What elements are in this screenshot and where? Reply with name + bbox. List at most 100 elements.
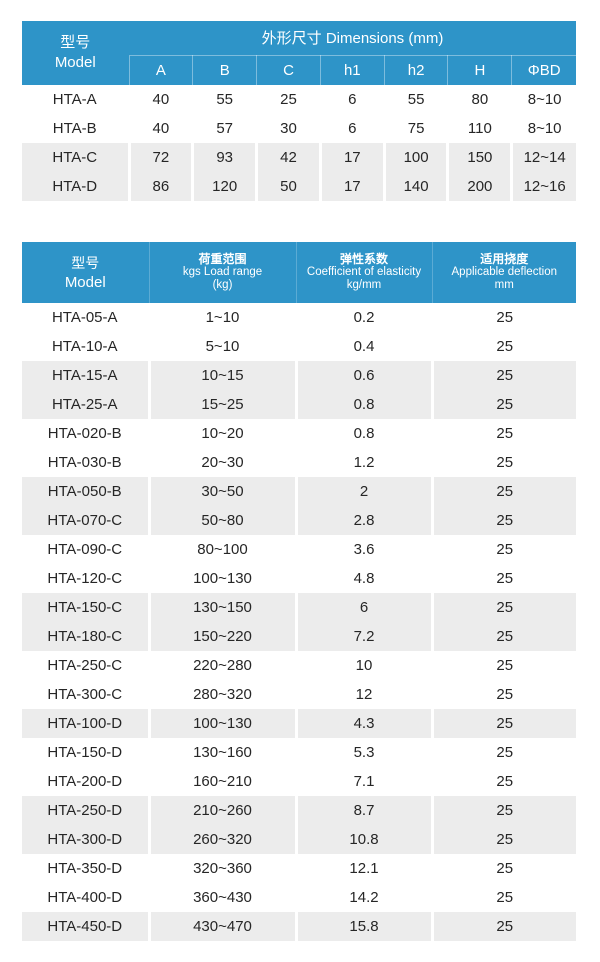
cell-deflection: 25 [430, 767, 576, 796]
cell-coefficient: 7.1 [294, 767, 432, 796]
deflection-label-en: Applicable deflection [451, 266, 558, 278]
cell-coefficient: 8.7 [294, 796, 432, 825]
col-header-phibd: ΦBD [511, 55, 576, 85]
table-row: HTA-450-D 430~470 15.8 25 [22, 912, 576, 941]
cell-deflection: 25 [430, 651, 576, 680]
cell-deflection: 25 [430, 535, 576, 564]
cell-model: HTA-200-D [22, 767, 149, 796]
cell-coefficient: 2.8 [294, 506, 432, 535]
cell-dim-c: 50 [255, 172, 321, 201]
coefficient-label-unit: kg/mm [346, 279, 382, 291]
table-row: HTA-120-C 100~130 4.8 25 [22, 564, 576, 593]
cell-deflection: 25 [430, 390, 576, 419]
cell-load-range: 360~430 [147, 883, 296, 912]
cell-dim-c: 42 [255, 143, 321, 172]
cell-dim-h2: 140 [382, 172, 448, 201]
cell-load-range: 100~130 [147, 564, 296, 593]
deflection-label-zh: 适用挠度 [480, 252, 529, 266]
cell-model: HTA-A [22, 85, 129, 114]
model-label-zh: 型号 [60, 34, 91, 51]
cell-coefficient: 12.1 [294, 854, 432, 883]
cell-model: HTA-120-C [22, 564, 149, 593]
deflection-label-unit: mm [494, 279, 514, 291]
cell-dim-c: 30 [255, 114, 321, 143]
cell-model: HTA-150-C [22, 593, 149, 622]
coefficient-column-header: 弹性系数 Coefficient of elasticity kg/mm [295, 242, 432, 303]
cell-dim-h2: 75 [382, 114, 448, 143]
cell-coefficient: 0.8 [294, 390, 432, 419]
col-header-h1: h1 [319, 55, 385, 85]
table-row: HTA-250-D 210~260 8.7 25 [22, 796, 576, 825]
cell-dim-h: 150 [446, 143, 512, 172]
cell-model: HTA-100-D [22, 709, 149, 738]
cell-dim-h: 80 [446, 85, 512, 114]
cell-dim-h1: 17 [318, 143, 385, 172]
table-row: HTA-180-C 150~220 7.2 25 [22, 622, 576, 651]
cell-coefficient: 7.2 [294, 622, 432, 651]
table-row: HTA-15-A 10~15 0.6 25 [22, 361, 576, 390]
cell-load-range: 100~130 [147, 709, 296, 738]
cell-model: HTA-250-D [22, 796, 149, 825]
cell-dim-phibd: 8~10 [510, 85, 576, 114]
cell-dim-a: 40 [127, 114, 193, 143]
table-row: HTA-C 72 93 42 17 100 150 12~14 [22, 143, 576, 172]
cell-deflection: 25 [430, 419, 576, 448]
model-column-header: 型号 Model [22, 242, 149, 303]
cell-dim-h1: 6 [318, 114, 385, 143]
cell-dim-phibd: 12~14 [510, 143, 576, 172]
table-row: HTA-300-D 260~320 10.8 25 [22, 825, 576, 854]
cell-dim-h: 200 [446, 172, 512, 201]
cell-coefficient: 2 [294, 477, 432, 506]
load-table-header: 型号 Model 荷重范围 kgs Load range (kg) 弹性系数 C… [22, 242, 576, 303]
cell-coefficient: 4.8 [294, 564, 432, 593]
cell-deflection: 25 [430, 361, 576, 390]
cell-coefficient: 10 [294, 651, 432, 680]
cell-model: HTA-05-A [22, 303, 149, 332]
load-range-label-zh: 荷重范围 [198, 252, 247, 266]
cell-model: HTA-350-D [22, 854, 149, 883]
cell-deflection: 25 [430, 854, 576, 883]
cell-dim-phibd: 12~16 [510, 172, 576, 201]
cell-load-range: 220~280 [147, 651, 296, 680]
cell-dim-b: 120 [191, 172, 257, 201]
cell-model: HTA-400-D [22, 883, 149, 912]
dimensions-group-header: 外形尺寸 Dimensions (mm) [129, 21, 576, 56]
cell-dim-h1: 17 [318, 172, 385, 201]
cell-load-range: 15~25 [147, 390, 296, 419]
spec-sheet: 型号 Model 外形尺寸 Dimensions (mm) A B C h1 h… [22, 21, 576, 941]
table-row: HTA-020-B 10~20 0.8 25 [22, 419, 576, 448]
cell-load-range: 260~320 [147, 825, 296, 854]
col-header-b: B [192, 55, 257, 85]
cell-model: HTA-150-D [22, 738, 149, 767]
table-row: HTA-200-D 160~210 7.1 25 [22, 767, 576, 796]
dimensions-subheader-row: A B C h1 h2 H ΦBD [22, 55, 576, 85]
cell-coefficient: 0.6 [294, 361, 432, 390]
cell-model: HTA-C [22, 143, 129, 172]
cell-coefficient: 0.4 [294, 332, 432, 361]
cell-model: HTA-300-C [22, 680, 149, 709]
cell-load-range: 50~80 [147, 506, 296, 535]
model-label-zh: 型号 [71, 254, 100, 271]
cell-dim-a: 72 [127, 143, 193, 172]
load-range-column-header: 荷重范围 kgs Load range (kg) [148, 242, 296, 303]
cell-deflection: 25 [430, 506, 576, 535]
cell-model: HTA-300-D [22, 825, 149, 854]
cell-coefficient: 1.2 [294, 448, 432, 477]
cell-model: HTA-030-B [22, 448, 149, 477]
table-row: HTA-D 86 120 50 17 140 200 12~16 [22, 172, 576, 201]
cell-deflection: 25 [430, 709, 576, 738]
cell-deflection: 25 [430, 593, 576, 622]
table-row: HTA-100-D 100~130 4.3 25 [22, 709, 576, 738]
table-row: HTA-090-C 80~100 3.6 25 [22, 535, 576, 564]
deflection-column-header: 适用挠度 Applicable deflection mm [431, 242, 576, 303]
cell-dim-phibd: 8~10 [510, 114, 576, 143]
table-row: HTA-150-D 130~160 5.3 25 [22, 738, 576, 767]
cell-model: HTA-050-B [22, 477, 149, 506]
table-row: HTA-B 40 57 30 6 75 110 8~10 [22, 114, 576, 143]
cell-model: HTA-10-A [22, 332, 149, 361]
col-header-h2: h2 [383, 55, 448, 85]
cell-load-range: 130~150 [147, 593, 296, 622]
col-header-a: A [128, 55, 193, 85]
cell-deflection: 25 [430, 622, 576, 651]
col-header-c: C [256, 55, 321, 85]
